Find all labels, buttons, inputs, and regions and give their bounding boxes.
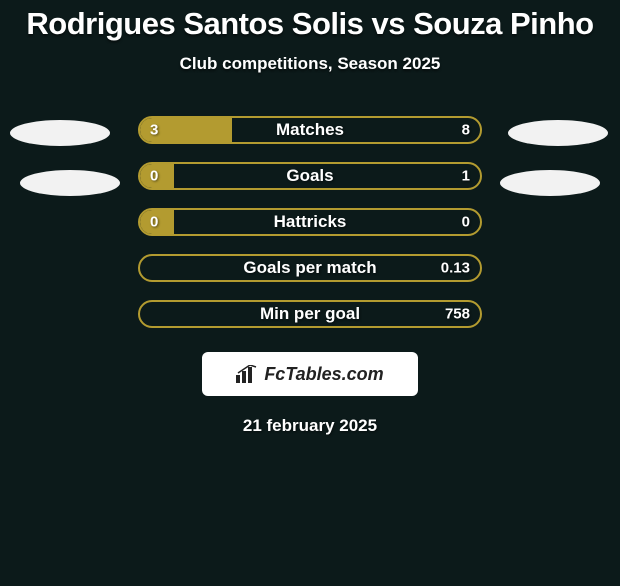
stat-value-right: 0 — [462, 214, 470, 231]
stat-bar: 0 0Hattricks — [138, 208, 482, 236]
stat-value-right: 1 — [462, 168, 470, 185]
stat-value-left: 3 — [150, 122, 158, 139]
stat-label: Goals — [140, 166, 480, 186]
page-title: Rodrigues Santos Solis vs Souza Pinho — [0, 6, 620, 42]
player-badge-left — [20, 170, 120, 196]
stat-row: 0 0Hattricks — [0, 200, 620, 246]
stat-bar: 38Matches — [138, 116, 482, 144]
stat-value-left: 0 — [150, 214, 158, 231]
stat-row: 758Min per goal — [0, 292, 620, 338]
stat-row: 0 1Goals — [0, 154, 620, 200]
footer-date: 21 february 2025 — [0, 416, 620, 436]
stat-row: 38Matches — [0, 108, 620, 154]
stat-value-right: 8 — [462, 122, 470, 139]
chart-icon — [236, 365, 258, 383]
stat-value-right: 0.13 — [441, 260, 470, 277]
stat-row: 0.13Goals per match — [0, 246, 620, 292]
brand-badge: FcTables.com — [202, 352, 418, 396]
stat-label: Goals per match — [140, 258, 480, 278]
stat-bar: 758Min per goal — [138, 300, 482, 328]
stat-value-right: 758 — [445, 306, 470, 323]
player-badge-left — [10, 120, 110, 146]
stat-label: Min per goal — [140, 304, 480, 324]
stat-value-left: 0 — [150, 168, 158, 185]
page-subtitle: Club competitions, Season 2025 — [0, 54, 620, 74]
player-badge-right — [508, 120, 608, 146]
stat-label: Hattricks — [140, 212, 480, 232]
stat-bar: 0.13Goals per match — [138, 254, 482, 282]
brand-text: FcTables.com — [264, 364, 383, 385]
stat-bar: 0 1Goals — [138, 162, 482, 190]
player-badge-right — [500, 170, 600, 196]
comparison-rows: 38Matches01Goals00Hattricks0.13Goals per… — [0, 108, 620, 338]
